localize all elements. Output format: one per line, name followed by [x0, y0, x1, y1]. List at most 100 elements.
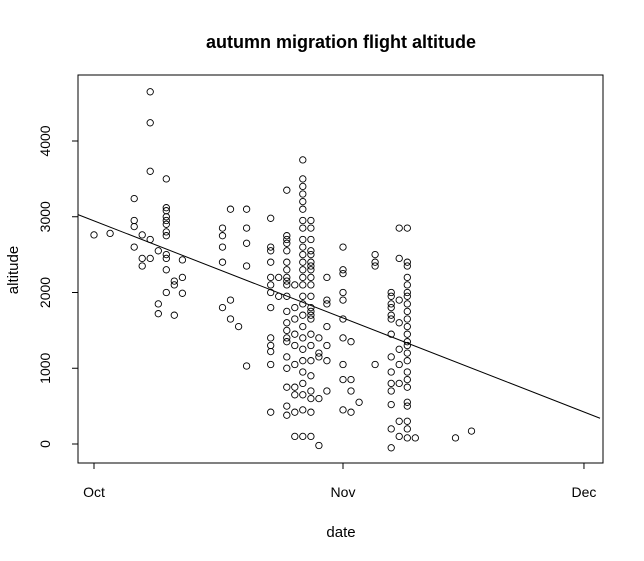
- chart-title: autumn migration flight altitude: [206, 32, 476, 52]
- data-point: [395, 319, 403, 327]
- data-point: [387, 425, 395, 433]
- data-point: [395, 360, 403, 369]
- data-point: [299, 266, 307, 274]
- data-point: [403, 281, 411, 289]
- plot-frame: [77, 74, 604, 464]
- data-point: [226, 205, 235, 213]
- data-point: [387, 300, 395, 308]
- data-point: [307, 341, 315, 350]
- data-point: [307, 281, 315, 289]
- data-point: [403, 375, 411, 384]
- data-point: [307, 357, 315, 365]
- data-point: [267, 243, 275, 251]
- data-point: [339, 296, 347, 304]
- data-point: [130, 222, 138, 231]
- data-point: [283, 338, 291, 346]
- data-point: [218, 243, 227, 251]
- data-point: [339, 375, 347, 384]
- data-point: [283, 364, 291, 372]
- data-point: [315, 394, 323, 403]
- data-point: [307, 303, 315, 312]
- data-point: [162, 266, 170, 274]
- data-point: [162, 216, 170, 225]
- data-point: [291, 408, 299, 416]
- y-axis-label: altitude: [5, 246, 22, 294]
- data-point: [162, 250, 170, 259]
- data-point: [323, 322, 331, 331]
- data-point: [403, 368, 411, 376]
- data-point: [218, 303, 227, 312]
- data-point: [291, 432, 299, 441]
- data-point: [395, 254, 403, 263]
- data-point: [226, 296, 235, 304]
- data-point: [299, 258, 307, 266]
- data-point: [283, 273, 291, 282]
- data-point: [347, 375, 355, 384]
- data-point: [242, 224, 251, 232]
- y-tick-label: 0: [37, 440, 53, 448]
- data-point: [283, 232, 291, 240]
- data-point: [307, 315, 315, 323]
- data-point: [162, 228, 170, 236]
- data-point: [299, 205, 307, 213]
- data-point: [403, 383, 411, 391]
- data-point: [146, 88, 154, 96]
- data-point: [387, 387, 395, 395]
- data-point: [154, 310, 162, 318]
- data-point: [291, 391, 299, 399]
- data-point: [307, 262, 315, 270]
- data-point: [162, 232, 170, 240]
- data-point: [395, 432, 403, 441]
- data-point: [371, 258, 379, 266]
- data-point: [307, 372, 315, 380]
- data-point: [299, 432, 307, 441]
- data-point: [307, 387, 315, 395]
- data-point: [130, 194, 138, 203]
- data-point: [291, 383, 299, 391]
- data-point: [267, 341, 275, 350]
- data-point: [387, 311, 395, 319]
- data-point: [154, 247, 162, 255]
- data-point: [387, 292, 395, 300]
- data-point: [403, 434, 411, 442]
- y-axis: 0 1000 2000 3000 4000: [37, 125, 78, 448]
- data-point: [307, 273, 315, 282]
- data-point: [178, 289, 187, 297]
- data-point: [226, 315, 235, 323]
- data-point: [299, 197, 307, 206]
- data-point: [283, 186, 291, 194]
- data-point: [403, 398, 411, 406]
- data-point: [130, 243, 138, 251]
- data-point: [315, 353, 323, 361]
- data-point: [162, 213, 170, 221]
- data-point: [218, 258, 227, 266]
- data-point: [283, 411, 291, 419]
- data-point: [387, 379, 395, 388]
- data-point: [403, 273, 411, 282]
- data-point: [162, 254, 170, 263]
- data-point: [355, 398, 363, 406]
- data-point: [162, 288, 170, 297]
- data-point: [339, 269, 347, 278]
- x-axis: Oct Nov Dec: [83, 463, 596, 500]
- data-point: [138, 262, 146, 270]
- data-point: [267, 273, 275, 282]
- data-point: [323, 341, 331, 350]
- data-point: [299, 311, 307, 319]
- data-point: [403, 292, 411, 300]
- data-point: [339, 266, 347, 274]
- data-point: [403, 402, 411, 410]
- data-point: [387, 315, 395, 323]
- data-point: [242, 239, 251, 247]
- data-point: [283, 277, 291, 285]
- data-point: [267, 258, 275, 266]
- data-point: [138, 254, 146, 263]
- data-point: [307, 408, 315, 416]
- data-point: [299, 235, 307, 244]
- data-point: [291, 330, 299, 338]
- data-point: [283, 319, 291, 327]
- y-tick-label: 1000: [37, 352, 53, 383]
- data-point: [395, 417, 403, 425]
- data-point: [299, 273, 307, 282]
